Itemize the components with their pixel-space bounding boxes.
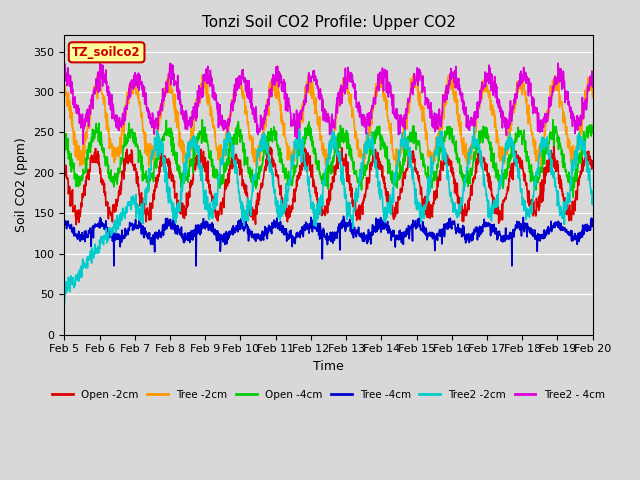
Tree2 - 4cm <box>79 141 87 147</box>
Tree2 - 4cm <box>96 60 104 65</box>
Open -2cm <box>410 152 417 158</box>
Tree -4cm <box>589 217 596 223</box>
Tree2 - 4cm <box>282 80 289 85</box>
Tree2 -2cm <box>470 124 478 130</box>
Tree -2cm <box>543 111 550 117</box>
Tree -4cm <box>497 233 505 239</box>
Open -4cm <box>410 123 417 129</box>
Tree -2cm <box>177 137 185 143</box>
Y-axis label: Soil CO2 (ppm): Soil CO2 (ppm) <box>15 138 28 232</box>
X-axis label: Time: Time <box>313 360 344 373</box>
Open -4cm <box>589 130 596 136</box>
Open -2cm <box>72 222 80 228</box>
Tree -2cm <box>281 134 289 140</box>
Line: Open -2cm: Open -2cm <box>65 145 593 225</box>
Tree -2cm <box>392 171 400 177</box>
Tree2 -2cm <box>61 302 68 308</box>
Open -2cm <box>281 208 289 214</box>
Open -2cm <box>268 161 276 167</box>
Open -2cm <box>497 209 504 215</box>
Tree -2cm <box>497 146 505 152</box>
Open -2cm <box>542 164 550 170</box>
Open -4cm <box>61 132 68 137</box>
Line: Tree2 -2cm: Tree2 -2cm <box>65 127 593 305</box>
Tree2 -2cm <box>177 195 185 201</box>
Tree -4cm <box>268 220 276 226</box>
Line: Open -4cm: Open -4cm <box>65 120 593 197</box>
Open -4cm <box>549 117 557 122</box>
Tree2 -2cm <box>589 195 596 201</box>
Line: Tree2 - 4cm: Tree2 - 4cm <box>65 62 593 144</box>
Tree2 - 4cm <box>497 114 505 120</box>
Open -4cm <box>497 180 504 186</box>
Tree -2cm <box>410 73 418 79</box>
Tree -2cm <box>589 94 596 100</box>
Tree -2cm <box>61 81 68 86</box>
Line: Tree -2cm: Tree -2cm <box>65 76 593 174</box>
Tree -4cm <box>543 232 550 238</box>
Open -2cm <box>550 143 557 148</box>
Open -2cm <box>61 167 68 172</box>
Tree2 -2cm <box>542 141 550 146</box>
Line: Tree -4cm: Tree -4cm <box>65 216 593 266</box>
Tree -4cm <box>177 233 185 239</box>
Tree2 - 4cm <box>178 102 186 108</box>
Open -4cm <box>177 185 185 191</box>
Open -4cm <box>281 168 289 174</box>
Tree -4cm <box>410 223 418 228</box>
Tree2 -2cm <box>497 177 504 182</box>
Title: Tonzi Soil CO2 Profile: Upper CO2: Tonzi Soil CO2 Profile: Upper CO2 <box>202 15 456 30</box>
Tree2 - 4cm <box>410 71 418 76</box>
Tree -4cm <box>281 232 289 238</box>
Tree2 -2cm <box>410 174 417 180</box>
Tree2 -2cm <box>281 205 289 211</box>
Tree2 - 4cm <box>589 84 596 90</box>
Tree -2cm <box>268 86 276 92</box>
Tree2 -2cm <box>268 171 275 177</box>
Tree2 - 4cm <box>269 75 276 81</box>
Text: TZ_soilco2: TZ_soilco2 <box>72 46 141 59</box>
Tree -4cm <box>192 263 200 269</box>
Tree2 - 4cm <box>543 116 550 121</box>
Tree -4cm <box>340 214 348 219</box>
Open -2cm <box>177 203 185 209</box>
Tree -2cm <box>93 73 101 79</box>
Tree -4cm <box>61 218 68 224</box>
Open -2cm <box>589 165 596 171</box>
Open -4cm <box>542 148 550 154</box>
Open -4cm <box>570 194 577 200</box>
Tree2 - 4cm <box>61 77 68 83</box>
Open -4cm <box>268 132 275 137</box>
Legend: Open -2cm, Tree -2cm, Open -4cm, Tree -4cm, Tree2 -2cm, Tree2 - 4cm: Open -2cm, Tree -2cm, Open -4cm, Tree -4… <box>48 386 609 404</box>
